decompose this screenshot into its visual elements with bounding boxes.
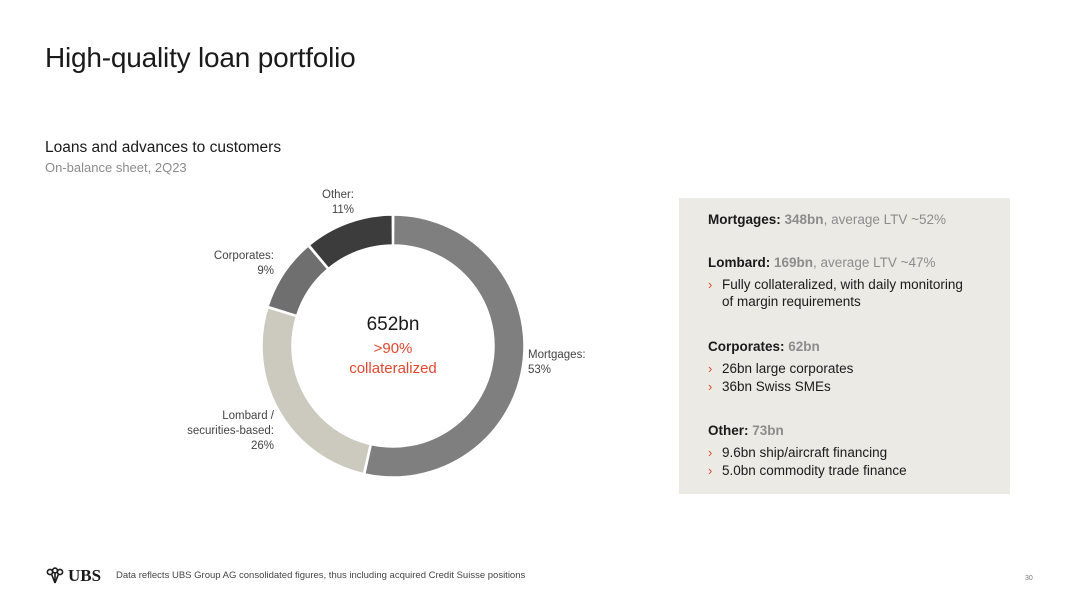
mortgages-name: Mortgages: [708, 212, 781, 227]
slice-name-mortgages: Mortgages: [528, 349, 586, 361]
chevron-right-icon: › [708, 361, 713, 376]
panel-heading-other: Other: 73bn [708, 423, 907, 438]
corporates-bullets: › 26bn large corporates › 36bn Swiss SME… [708, 360, 853, 395]
slice-label-lombard: Lombard / securities-based: 26% [160, 409, 274, 454]
page-title: High-quality loan portfolio [45, 42, 356, 73]
other-bullets: › 9.6bn ship/aircraft financing › 5.0bn … [708, 444, 907, 479]
slice-name-corporates: Corporates: [213, 250, 274, 262]
slice-label-corporates: Corporates: 9% [180, 249, 274, 279]
bullet-text: 5.0bn commodity trade finance [722, 463, 907, 478]
bullet-text: 9.6bn ship/aircraft financing [722, 445, 888, 460]
lombard-value: 169bn [774, 255, 814, 270]
donut-total: 652bn [366, 314, 420, 335]
chevron-right-icon: › [708, 379, 713, 394]
chevron-right-icon: › [708, 463, 713, 478]
slice-pct-other: 11% [331, 204, 354, 216]
panel-heading-mortgages: Mortgages: 348bn, average LTV ~52% [708, 212, 946, 227]
mortgages-detail: , average LTV ~52% [823, 212, 947, 227]
chart-subheading: On-balance sheet, 2Q23 [45, 160, 187, 175]
other-name: Other: [708, 423, 749, 438]
footnote: Data reflects UBS Group AG consolidated … [116, 570, 526, 581]
lombard-detail: , average LTV ~47% [813, 255, 936, 270]
slice-label-mortgages: Mortgages: 53% [528, 348, 586, 378]
list-item: › Fully collateralized, with daily monit… [708, 276, 963, 310]
lombard-name: Lombard: [708, 255, 771, 270]
list-item: › 9.6bn ship/aircraft financing [708, 444, 907, 461]
lombard-bullets: › Fully collateralized, with daily monit… [708, 276, 963, 310]
panel-heading-corporates: Corporates: 62bn [708, 339, 853, 354]
bullet-text: 26bn large corporates [722, 361, 854, 376]
list-item: › 36bn Swiss SMEs [708, 378, 853, 395]
bullet-text: Fully collateralized, with daily monitor… [722, 277, 963, 292]
page-number: 30 [1025, 575, 1033, 582]
list-item: › 26bn large corporates [708, 360, 853, 377]
corporates-name: Corporates: [708, 339, 785, 354]
slice-pct-lombard: 26% [250, 440, 274, 452]
chart-heading: Loans and advances to customers [45, 139, 282, 156]
chevron-right-icon: › [708, 445, 713, 460]
panel-section-lombard: Lombard: 169bn, average LTV ~47% › Fully… [708, 255, 963, 310]
corporates-value: 62bn [788, 339, 820, 354]
panel-heading-lombard: Lombard: 169bn, average LTV ~47% [708, 255, 963, 270]
donut-slice-corporates [267, 245, 329, 317]
slice-name-lombard-line1: Lombard / [222, 410, 274, 422]
other-value: 73bn [752, 423, 784, 438]
slice-name-lombard-line2: securities-based: [187, 425, 274, 437]
slice-name-other: Other: [322, 189, 354, 201]
panel-section-corporates: Corporates: 62bn › 26bn large corporates… [708, 339, 853, 395]
list-item: › 5.0bn commodity trade finance [708, 462, 907, 479]
logo-wordmark: UBS [68, 566, 102, 585]
ubs-logo: UBS [45, 566, 101, 586]
panel-section-other: Other: 73bn › 9.6bn ship/aircraft financ… [708, 423, 907, 479]
bullet-text: of margin requirements [722, 294, 861, 309]
donut-collateral-pct: >90% [373, 340, 413, 357]
mortgages-value: 348bn [784, 212, 824, 227]
keys-icon [46, 567, 64, 584]
slice-pct-mortgages: 53% [528, 364, 552, 376]
slice-pct-corporates: 9% [257, 265, 274, 277]
bullet-text: 36bn Swiss SMEs [722, 379, 831, 394]
slice-label-other: Other: 11% [280, 188, 354, 218]
donut-slice-other [308, 214, 394, 270]
panel-section-mortgages: Mortgages: 348bn, average LTV ~52% [708, 212, 946, 227]
details-panel: Mortgages: 348bn, average LTV ~52% Lomba… [679, 198, 1010, 494]
chevron-right-icon: › [708, 277, 713, 292]
donut-collateral-note: collateralized [349, 360, 437, 377]
